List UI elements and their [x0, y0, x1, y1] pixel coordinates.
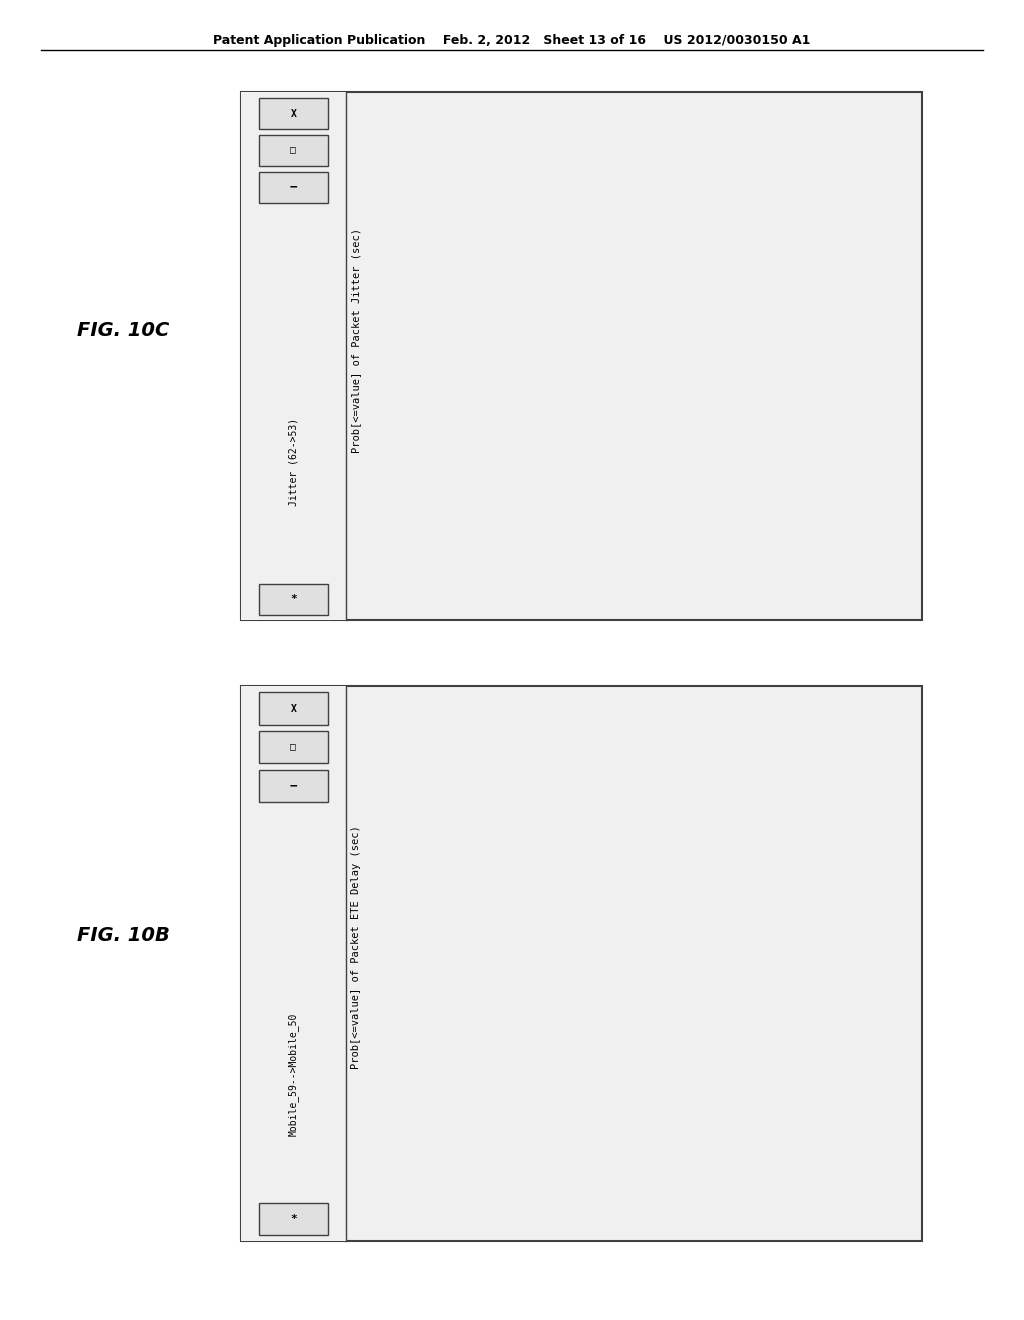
Text: FIG. 10B: FIG. 10B: [77, 927, 170, 945]
Y-axis label: VALUE: VALUE: [862, 323, 871, 358]
Text: *: *: [290, 594, 297, 605]
Text: X: X: [291, 108, 296, 119]
Text: □: □: [291, 145, 296, 156]
Legend: STANDARD, LEARNING 0.01, LEARNING 0.5, LOAD AWARE: STANDARD, LEARNING 0.01, LEARNING 0.5, L…: [398, 506, 505, 564]
Text: Patent Application Publication    Feb. 2, 2012   Sheet 13 of 16    US 2012/00301: Patent Application Publication Feb. 2, 2…: [213, 34, 811, 48]
Text: Mobile_59-->Mobile_50: Mobile_59-->Mobile_50: [288, 1012, 299, 1137]
Y-axis label: VALUE: VALUE: [862, 931, 871, 964]
Text: Prob[<=value] of Packet Jitter (sec): Prob[<=value] of Packet Jitter (sec): [351, 228, 361, 453]
Text: Jitter (62->53): Jitter (62->53): [289, 418, 298, 506]
Text: −: −: [290, 181, 297, 194]
Text: −: −: [290, 780, 297, 793]
Text: Prob[<=value] of Packet ETE Delay (sec): Prob[<=value] of Packet ETE Delay (sec): [351, 825, 361, 1069]
Text: *: *: [290, 1213, 297, 1224]
Text: X: X: [291, 704, 296, 714]
Legend: STANDARD, LEARNING 0.01, LEARNING 0.5, LOAD AWARE: STANDARD, LEARNING 0.01, LEARNING 0.5, L…: [398, 1123, 505, 1181]
Text: □: □: [291, 742, 296, 752]
Text: FIG. 10C: FIG. 10C: [77, 321, 169, 339]
